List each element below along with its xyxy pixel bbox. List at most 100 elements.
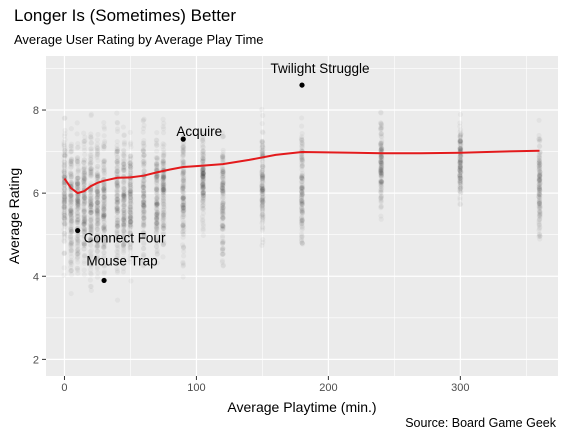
- data-point: [458, 112, 463, 117]
- data-point: [114, 194, 119, 199]
- data-point: [299, 143, 304, 148]
- data-point: [101, 214, 106, 219]
- data-point: [181, 225, 186, 230]
- data-point: [457, 202, 462, 207]
- data-point: [68, 143, 73, 148]
- data-point: [154, 149, 159, 154]
- data-point: [299, 224, 304, 229]
- highlighted-games: Twilight Struggle Acquire Connect Four Mous…: [75, 61, 370, 284]
- trend-line: [63, 149, 540, 195]
- data-point: [259, 107, 264, 112]
- data-point: [62, 215, 67, 220]
- data-point: [75, 131, 80, 136]
- data-point: [155, 162, 160, 167]
- data-point: [122, 153, 127, 158]
- data-point: [75, 120, 80, 125]
- axes: 0 100 200 300 2 4 6 8 Average Playtime (min.) Ave…: [6, 105, 470, 415]
- data-point: [141, 141, 146, 146]
- data-point: [201, 174, 206, 179]
- data-point: [128, 130, 133, 135]
- data-point: [181, 206, 186, 211]
- data-point: [458, 127, 463, 132]
- data-point: [75, 223, 80, 228]
- data-point: [160, 216, 165, 221]
- data-point: [115, 189, 120, 194]
- highlight-label: Acquire: [176, 124, 222, 139]
- data-point: [378, 195, 383, 200]
- data-point: [537, 187, 542, 192]
- data-point: [154, 178, 159, 183]
- data-point: [102, 207, 107, 212]
- data-point: [181, 194, 186, 199]
- data-point: [101, 120, 106, 125]
- data-point: [75, 145, 80, 150]
- data-point: [220, 215, 225, 220]
- data-point: [260, 121, 265, 126]
- data-point: [69, 291, 74, 296]
- data-point: [69, 272, 74, 277]
- data-point: [161, 117, 166, 122]
- data-point: [160, 144, 165, 149]
- data-point: [88, 166, 93, 171]
- data-point: [537, 197, 542, 202]
- data-point: [260, 140, 265, 145]
- data-point: [69, 254, 74, 259]
- data-point: [220, 192, 225, 197]
- highlight-point: [101, 277, 107, 284]
- data-point: [537, 206, 542, 211]
- data-point: [161, 153, 166, 158]
- data-point: [128, 169, 133, 174]
- data-point: [220, 240, 225, 245]
- data-point: [154, 212, 159, 217]
- data-point: [68, 235, 73, 240]
- data-point: [114, 205, 119, 210]
- data-point: [220, 246, 225, 251]
- data-point: [61, 204, 66, 209]
- data-point: [95, 174, 100, 179]
- data-point: [95, 218, 100, 223]
- data-point: [537, 233, 542, 238]
- data-point: [102, 144, 107, 149]
- data-point: [141, 246, 146, 251]
- data-point: [81, 131, 86, 136]
- highlight-label: Mouse Trap: [86, 253, 157, 268]
- data-point: [201, 233, 206, 238]
- data-point: [537, 136, 542, 141]
- data-point: [89, 272, 94, 277]
- data-point: [121, 269, 126, 274]
- data-point: [95, 190, 100, 195]
- data-point: [101, 161, 106, 166]
- data-point: [62, 265, 67, 270]
- data-point: [220, 167, 225, 172]
- data-point: [181, 274, 186, 279]
- data-point: [180, 186, 185, 191]
- data-point: [128, 142, 133, 147]
- data-point: [299, 124, 304, 129]
- data-point: [82, 201, 87, 206]
- data-point: [75, 233, 80, 238]
- data-point: [457, 120, 462, 125]
- data-point: [260, 113, 265, 118]
- data-point: [300, 176, 305, 181]
- data-point: [89, 141, 94, 146]
- data-point: [75, 266, 80, 271]
- data-point: [155, 202, 160, 207]
- data-point: [121, 213, 126, 218]
- data-point: [62, 116, 67, 121]
- data-point: [260, 130, 265, 135]
- data-point: [260, 165, 265, 170]
- data-point: [122, 217, 127, 222]
- data-point: [101, 124, 106, 129]
- data-point: [82, 272, 87, 277]
- data-point: [115, 129, 120, 134]
- data-point: [75, 200, 80, 205]
- data-point: [89, 200, 94, 205]
- data-point: [458, 184, 463, 189]
- highlight-point: [180, 136, 186, 142]
- data-point: [537, 217, 542, 222]
- data-point: [69, 219, 74, 224]
- highlight-label: Connect Four: [84, 231, 166, 246]
- data-point: [537, 192, 542, 197]
- data-point: [88, 155, 93, 160]
- major-grid: [46, 56, 558, 376]
